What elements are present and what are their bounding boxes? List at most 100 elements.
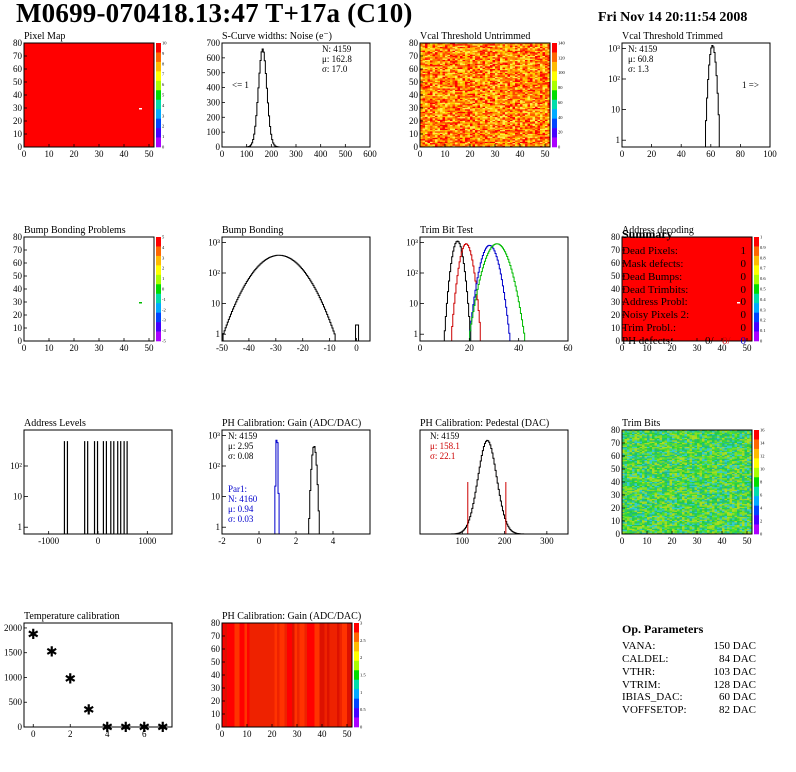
heatmap-cell [447, 75, 451, 78]
heatmap-cell [427, 54, 431, 57]
y-tick-label: 0 [18, 336, 23, 346]
heatmap-cell [540, 127, 543, 130]
heatmap-cell [425, 85, 428, 88]
heatmap-cell [425, 134, 428, 136]
heatmap-cell [445, 53, 448, 55]
heatmap-cell [535, 72, 538, 75]
heatmap-cell [515, 140, 518, 143]
heatmap-cell [527, 118, 531, 120]
heatmap-cell [480, 50, 483, 53]
heatmap-cell [545, 66, 548, 68]
color-scale-tick: 0.7 [760, 266, 766, 271]
heatmap-cell [437, 140, 441, 143]
heatmap-cell [497, 100, 501, 102]
heatmap-cell [437, 52, 441, 54]
heatmap-cell [470, 102, 473, 105]
heatmap-cell [482, 80, 486, 83]
heatmap-cell [485, 96, 488, 98]
x-tick-label: 300 [540, 536, 554, 546]
heatmap-cell [460, 52, 463, 54]
heatmap-cell [537, 80, 541, 83]
heatmap-cell [507, 53, 511, 55]
heatmap-cell [450, 46, 453, 49]
heatmap-cell [512, 141, 516, 144]
heatmap-cell [442, 75, 446, 78]
heatmap-cell [492, 87, 496, 89]
heatmap-cell [455, 48, 458, 50]
heatmap-cell [455, 104, 458, 106]
heatmap-cell [540, 98, 543, 101]
heatmap-cell [502, 143, 506, 145]
heatmap-cell [472, 128, 476, 131]
heatmap-cell [505, 118, 508, 120]
y-tick-label: 50 [409, 77, 419, 87]
heatmap-cell [435, 108, 438, 110]
heatmap-cell [517, 70, 521, 72]
heatmap-cell [515, 134, 518, 136]
y-tick-label: 200 [207, 112, 221, 122]
heatmap-cell [629, 475, 633, 478]
heatmap-cell [445, 124, 448, 127]
heatmap-cell [495, 111, 498, 114]
heatmap-cell [485, 128, 488, 131]
heatmap-cell [420, 85, 423, 88]
heatmap-cell [624, 484, 628, 487]
heatmap-cell [502, 104, 506, 106]
heatmap-cell [490, 111, 493, 114]
heatmap-cell [427, 85, 431, 88]
heatmap-cell [622, 493, 625, 496]
heatmap-cell [440, 46, 443, 49]
heatmap-cell [520, 109, 523, 111]
heatmap-cell [490, 52, 493, 54]
heatmap-cell [527, 98, 531, 101]
heatmap-cell [525, 75, 528, 78]
heatmap-cell [540, 119, 543, 122]
heatmap-cell [467, 49, 471, 52]
heatmap-cell [540, 144, 543, 146]
heatmap-cell [450, 82, 453, 84]
heatmap-cell [629, 470, 633, 472]
heatmap-cell [505, 59, 508, 62]
heatmap-cell [425, 97, 428, 100]
heatmap-cell [634, 432, 638, 435]
heatmap-cell [472, 70, 476, 72]
heatmap-cell [507, 134, 511, 136]
heatmap-cell [477, 96, 481, 98]
heatmap-cell [520, 127, 523, 130]
heatmap-cell [465, 113, 468, 115]
chart-title: Trim Bit Test [420, 225, 473, 236]
heatmap-cell [532, 134, 536, 136]
heatmap-cell [532, 141, 536, 144]
heatmap-cell [545, 117, 548, 119]
heatmap-cell [622, 467, 625, 470]
heatmap-cell [547, 50, 551, 53]
heatmap-cell [530, 49, 533, 52]
heatmap-cell [460, 91, 463, 93]
heatmap-cell [427, 79, 431, 81]
heatmap-cell [467, 105, 471, 107]
heatmap-cell [445, 63, 448, 66]
heatmap-cell [517, 100, 521, 102]
heatmap-cell [629, 488, 633, 491]
heatmap-cell [517, 83, 521, 85]
heatmap-cell [542, 71, 546, 74]
heatmap-cell [455, 62, 458, 65]
heatmap-cell [420, 96, 423, 98]
heatmap-cell [507, 140, 511, 143]
heatmap-cell [432, 52, 436, 54]
heatmap-cell [512, 126, 516, 128]
heatmap-cell [495, 53, 498, 55]
heatmap-cell [507, 106, 511, 109]
heatmap-cell [442, 117, 446, 119]
heatmap-cell [442, 57, 446, 59]
y-tick-label: 10³ [406, 237, 418, 247]
heatmap-cell [422, 63, 426, 66]
heatmap-cell [460, 139, 463, 141]
heatmap-cell [632, 496, 635, 498]
heatmap-cell [515, 65, 518, 67]
heatmap-cell [432, 87, 436, 89]
heatmap-cell [512, 117, 516, 119]
heatmap-cell [447, 59, 451, 62]
heatmap-cell [525, 93, 528, 96]
x-tick-label: 40 [516, 149, 526, 159]
